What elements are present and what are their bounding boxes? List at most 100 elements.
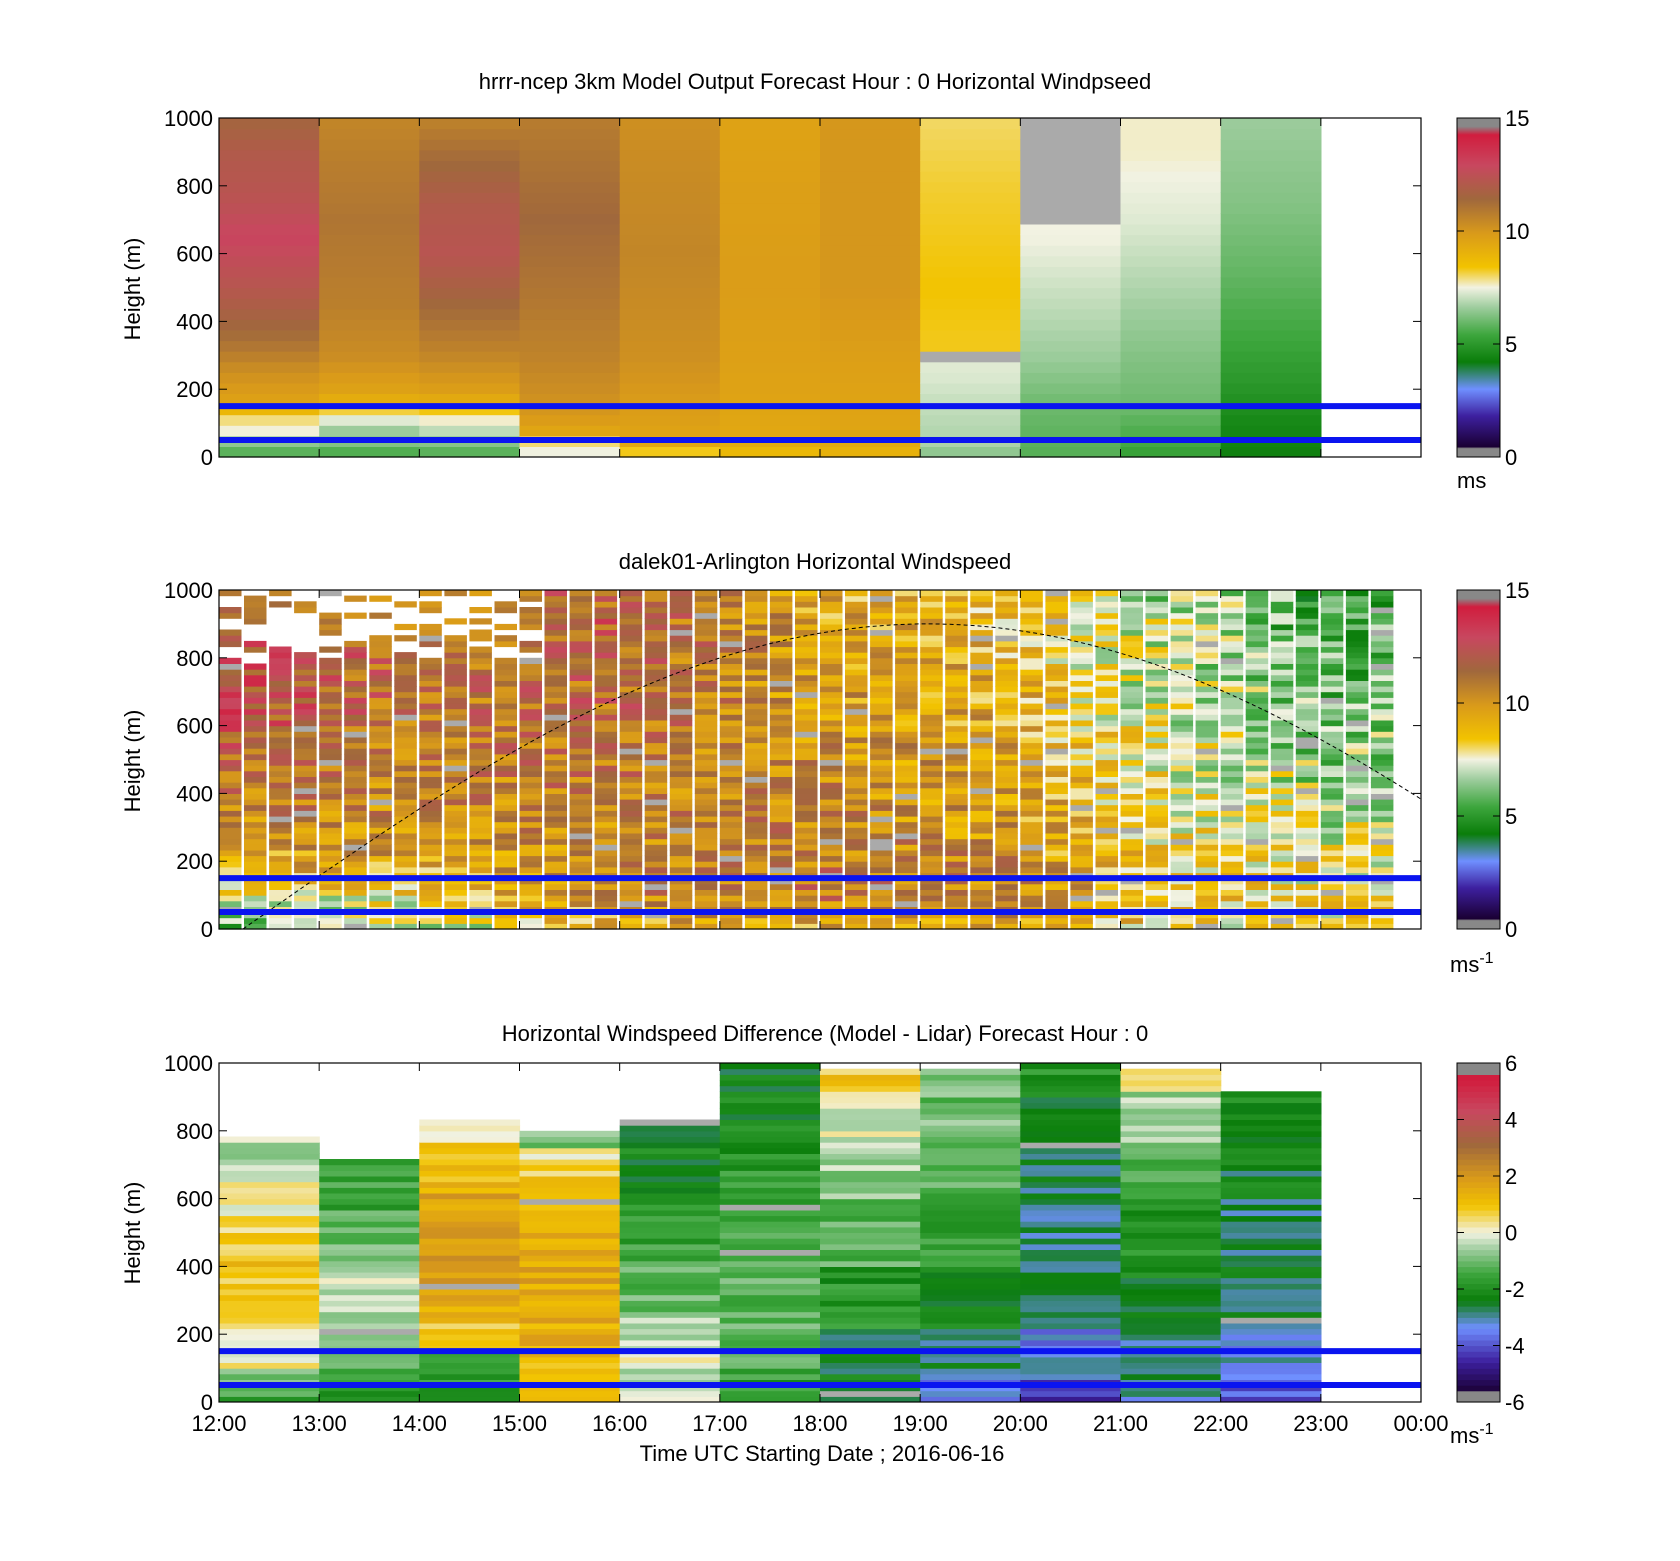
lidar-cell (544, 697, 567, 704)
lidar-cell (1195, 861, 1219, 868)
lidar-cell (494, 731, 517, 738)
lidar-cell (1320, 748, 1344, 755)
lidar-cell (920, 787, 943, 794)
y-tick-label: 800 (176, 174, 213, 199)
lidar-cell (1270, 686, 1294, 693)
lidar-cell (870, 652, 893, 659)
lidar-cell (294, 759, 317, 766)
diff-cell (319, 1266, 420, 1273)
lidar-cell (1270, 725, 1294, 732)
lidar-cell (995, 731, 1018, 738)
diff-cell (920, 1085, 1021, 1092)
lidar-cell (519, 703, 542, 710)
lidar-cell (1245, 607, 1269, 614)
lidar-cell (644, 674, 668, 681)
model-cell (219, 446, 320, 458)
y-tick-label: 800 (176, 1119, 213, 1144)
diff-cell (1220, 1102, 1322, 1109)
lidar-cell (920, 748, 943, 755)
diff-cell (319, 1272, 420, 1279)
lidar-cell (319, 838, 342, 845)
lidar-cell (895, 736, 918, 744)
lidar-cell (970, 883, 993, 890)
diff-cell (319, 1164, 420, 1171)
model-cell (1220, 128, 1322, 140)
lidar-cell (1070, 657, 1093, 664)
model-cell (1220, 118, 1322, 130)
diff-colorbar-segment (1457, 1170, 1500, 1177)
lidar-cell (1145, 669, 1168, 676)
diff-cell (1220, 1317, 1322, 1324)
lidar-cell (394, 742, 417, 749)
lidar-cell (544, 753, 567, 761)
model-cell (1020, 308, 1122, 320)
lidar-cell (945, 663, 968, 670)
lidar-cell (795, 849, 818, 857)
lidar-cell (394, 816, 417, 823)
lidar-cell (719, 618, 743, 625)
lidar-cell (1145, 748, 1168, 755)
diff-cell (1220, 1181, 1322, 1188)
lidar-cell (444, 912, 467, 919)
lidar-cell (369, 782, 392, 789)
diff-cell (1220, 1311, 1322, 1318)
lidar-cell (244, 770, 267, 777)
lidar-cell (1045, 635, 1068, 642)
lidar-cell (1245, 703, 1269, 710)
diff-cell (1020, 1255, 1122, 1262)
lidar-cell (694, 844, 718, 851)
lidar-cell (219, 731, 242, 738)
lidar-cell (945, 714, 968, 721)
lidar-cell (669, 833, 693, 840)
lidar-cell (669, 663, 693, 670)
lidar-cell (1020, 821, 1043, 828)
model-cell (619, 266, 721, 278)
lidar-cell (1095, 640, 1118, 648)
lidar-cell (494, 810, 517, 817)
lidar-cell (1195, 844, 1219, 851)
diff-cell (1120, 1351, 1222, 1358)
lidar-cell (1320, 618, 1344, 625)
lidar-cell (970, 917, 993, 924)
lidar-cell (369, 720, 392, 727)
lidar-cell (594, 917, 618, 924)
lidar-cell (669, 686, 693, 693)
lidar-cell (294, 607, 317, 614)
lidar-cell (945, 669, 968, 676)
lidar-cell (1370, 810, 1394, 817)
lidar-cell (1170, 833, 1194, 840)
diff-colorbar-segment (1457, 1063, 1500, 1070)
lidar-cell (795, 866, 818, 874)
lidar-cell (1345, 776, 1369, 783)
y-tick-label: 200 (176, 1322, 213, 1347)
lidar-cell (1370, 725, 1394, 732)
lidar-cell (369, 748, 392, 755)
lidar-cell (719, 810, 743, 817)
lidar-cell (294, 838, 317, 845)
lidar-cell (1320, 657, 1344, 664)
lidar-cell (619, 703, 643, 710)
model-cell (1020, 319, 1122, 331)
lidar-cell (344, 827, 367, 834)
lidar-cell (995, 618, 1018, 625)
lidar-cell (419, 861, 442, 868)
lidar-cell (945, 776, 968, 783)
lidar-cell (1220, 849, 1244, 857)
lidar-cell (1245, 720, 1269, 727)
model-cell (219, 404, 320, 416)
lidar-cell (870, 731, 893, 738)
lidar-cell (1345, 787, 1369, 794)
lidar-cell (1195, 816, 1219, 823)
lidar-cell (469, 816, 492, 823)
lidar-cell (419, 601, 442, 608)
lidar-cell (219, 607, 242, 614)
lidar-cell (1120, 731, 1143, 738)
diff-cell (1120, 1266, 1222, 1273)
lidar-cell (594, 787, 618, 794)
lidar-cell (1345, 866, 1369, 874)
lidar-cell (795, 618, 818, 625)
diff-cell (619, 1125, 721, 1132)
lidar-cell (269, 900, 292, 907)
lidar-cell (1120, 629, 1143, 636)
diff-cell (1220, 1390, 1322, 1397)
